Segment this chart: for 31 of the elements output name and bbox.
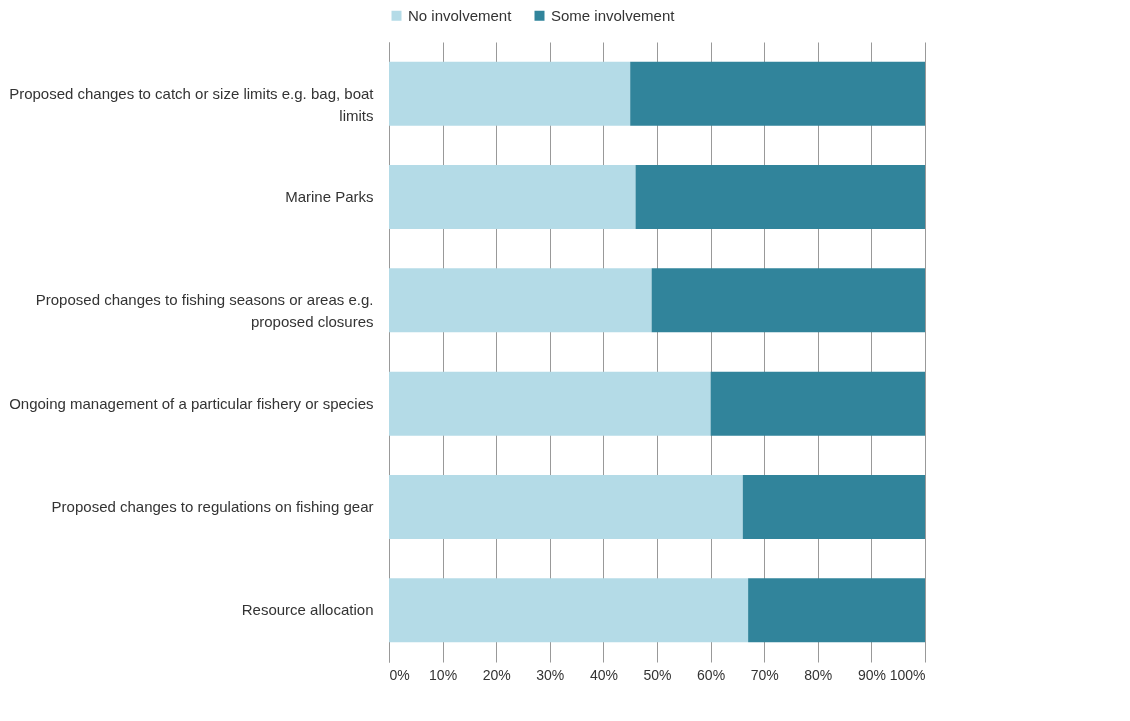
bar	[710, 371, 925, 436]
y-tick-label: Ongoing management of a particular fishery or species	[9, 394, 374, 412]
bar	[389, 164, 636, 230]
x-tick-label: 30%	[536, 666, 565, 683]
x-tick-label: 10%	[429, 666, 458, 683]
bar	[742, 474, 925, 540]
x-tick-label: 100%	[889, 666, 926, 683]
bar	[389, 578, 749, 643]
bar	[651, 268, 925, 333]
x-tick-label: 40%	[589, 666, 618, 683]
bar	[389, 61, 631, 126]
y-tick-label: Marine Parks	[285, 188, 374, 205]
x-tick-label: 70%	[750, 666, 779, 683]
y-tick-label: Proposed changes to regulations on fishing gear	[51, 498, 374, 515]
bar	[748, 578, 925, 643]
y-tick-label: Proposed changes to fishing seasons or areas e.g. proposed closures	[35, 291, 374, 331]
x-tick-label: 80%	[804, 666, 833, 683]
bar	[630, 61, 925, 126]
bar	[389, 371, 711, 436]
x-tick-label: 90%	[857, 666, 886, 683]
x-tick-label: 50%	[643, 666, 672, 683]
x-tick-label: 0%	[389, 666, 410, 683]
legend-label: Some involvement	[551, 6, 676, 24]
y-tick-label: Proposed changes to catch or size limits e.g. bag, boat limits	[9, 84, 375, 124]
legend-label: No involvement	[408, 6, 513, 24]
y-tick-label: Resource allocation	[241, 601, 374, 619]
bar	[635, 164, 925, 230]
x-tick-label: 20%	[482, 666, 511, 683]
x-tick-label: 60%	[697, 666, 726, 683]
bar	[389, 474, 743, 540]
bar	[389, 268, 652, 333]
